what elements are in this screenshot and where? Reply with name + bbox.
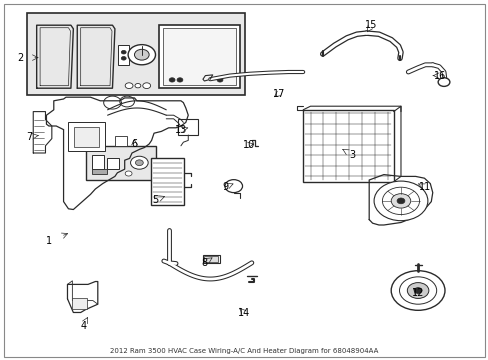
Bar: [106, 158, 119, 169]
Bar: [178, 119, 198, 135]
Text: 3: 3: [348, 150, 354, 160]
Text: 11: 11: [418, 182, 431, 192]
Text: 9: 9: [222, 182, 227, 192]
Bar: [303, 110, 393, 182]
Bar: [159, 25, 239, 88]
Text: 4: 4: [80, 321, 86, 331]
Text: 12: 12: [411, 288, 424, 298]
Circle shape: [135, 160, 143, 166]
Circle shape: [373, 181, 427, 221]
Circle shape: [390, 194, 410, 208]
Circle shape: [224, 180, 242, 193]
Bar: [85, 146, 156, 180]
Bar: [74, 127, 99, 147]
Bar: [92, 155, 104, 169]
Text: 7: 7: [26, 132, 32, 142]
Bar: [92, 169, 106, 174]
Bar: [72, 298, 87, 309]
Text: 8: 8: [201, 258, 207, 268]
Bar: [150, 158, 183, 205]
Circle shape: [128, 45, 155, 65]
Text: 10: 10: [243, 140, 255, 150]
Circle shape: [437, 78, 449, 86]
Bar: [68, 122, 105, 151]
Bar: [115, 136, 127, 146]
Text: 5: 5: [152, 195, 158, 205]
Circle shape: [135, 84, 141, 88]
Bar: [203, 255, 220, 263]
Circle shape: [121, 50, 126, 54]
Text: 16: 16: [433, 71, 446, 81]
Bar: [118, 45, 129, 65]
Circle shape: [217, 78, 223, 82]
Text: 17: 17: [272, 89, 285, 99]
Circle shape: [177, 78, 183, 82]
Text: 13: 13: [174, 125, 187, 135]
Circle shape: [130, 156, 148, 169]
Text: 14: 14: [238, 308, 250, 318]
Text: 1: 1: [46, 236, 52, 246]
Text: 2: 2: [18, 53, 23, 63]
Circle shape: [413, 288, 421, 293]
Circle shape: [169, 78, 175, 82]
Bar: [163, 28, 236, 85]
Circle shape: [134, 49, 149, 60]
Circle shape: [396, 198, 404, 204]
Circle shape: [125, 83, 133, 89]
Text: 15: 15: [365, 20, 377, 30]
Circle shape: [142, 83, 150, 89]
Circle shape: [121, 57, 126, 60]
Text: 2012 Ram 3500 HVAC Case Wiring-A/C And Heater Diagram for 68048904AA: 2012 Ram 3500 HVAC Case Wiring-A/C And H…: [110, 347, 378, 354]
Circle shape: [407, 283, 428, 298]
Circle shape: [390, 271, 444, 310]
Circle shape: [125, 171, 132, 176]
Text: 6: 6: [131, 139, 137, 149]
Bar: [204, 256, 218, 262]
Bar: [27, 13, 244, 95]
